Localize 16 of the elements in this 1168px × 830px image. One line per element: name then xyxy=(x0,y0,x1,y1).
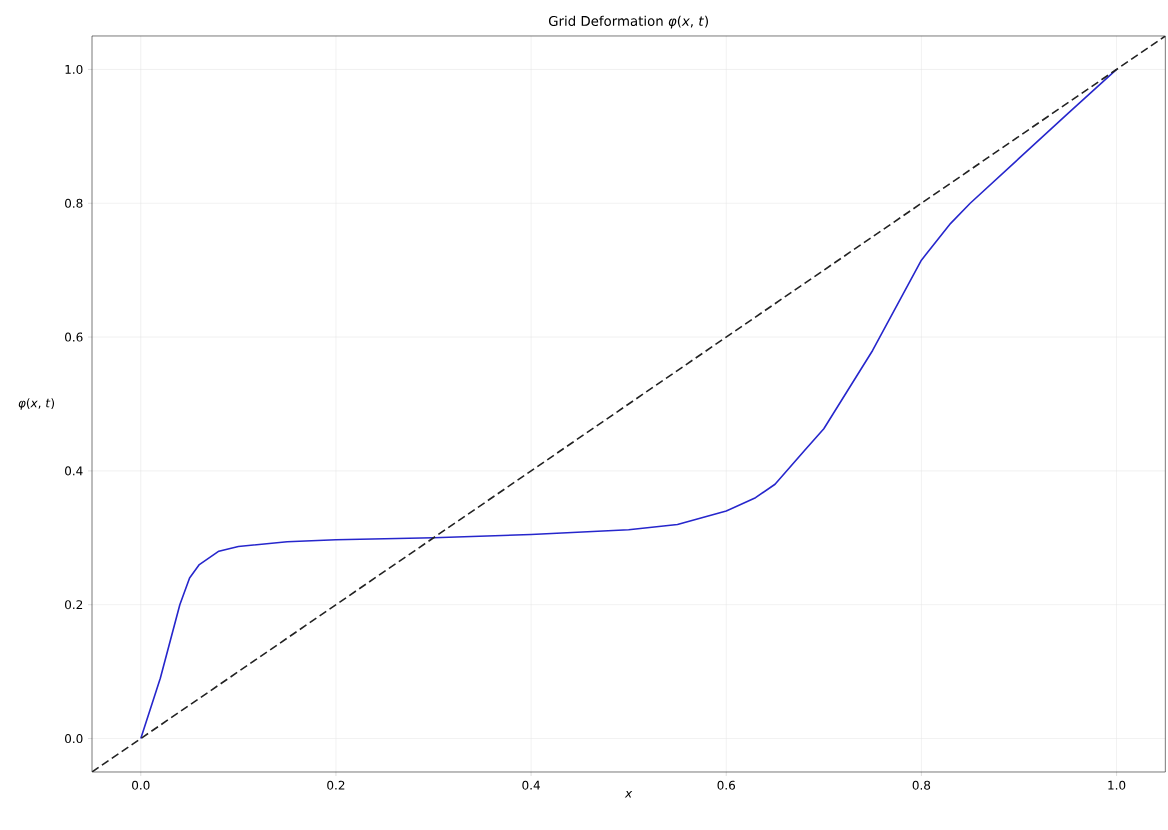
y-tick-label: 0.2 xyxy=(65,600,83,610)
y-tick-label: 0.6 xyxy=(65,332,83,342)
x-tick-label: 0.8 xyxy=(912,780,931,790)
y-axis-title: φ(x, t) xyxy=(18,398,55,410)
x-tick-label: 0.2 xyxy=(327,780,345,790)
y-tick-label: 1.0 xyxy=(65,64,83,74)
y-tick-label: 0.4 xyxy=(65,466,83,476)
x-tick-label: 1.0 xyxy=(1108,780,1126,790)
x-tick-label: 0.0 xyxy=(132,780,150,790)
y-tick-label: 0.8 xyxy=(65,198,83,208)
line-series xyxy=(139,68,1118,740)
y-tick-label: 0.0 xyxy=(65,733,83,744)
x-tick-label: 0.4 xyxy=(522,780,540,790)
chart-title: Grid Deformation φ(x, t) xyxy=(548,15,708,29)
x-axis-title: x xyxy=(624,790,633,798)
x-tick-label: 0.6 xyxy=(717,780,736,790)
